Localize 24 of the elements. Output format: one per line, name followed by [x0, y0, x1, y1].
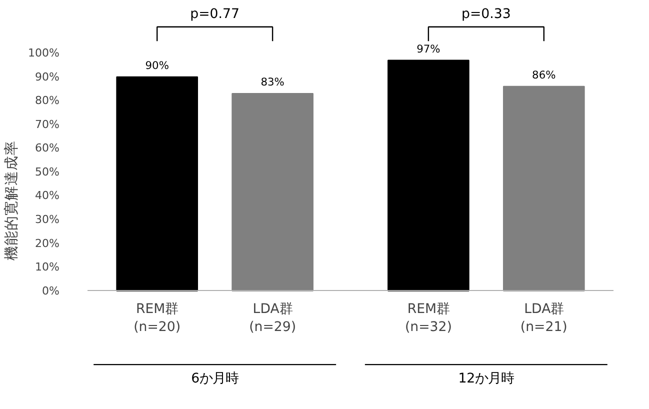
- text: p=0.33: [462, 7, 511, 22]
- y-tick-label: 0%: [42, 284, 60, 298]
- y-tick-label: 90%: [35, 70, 60, 84]
- data-label: 86%: [532, 68, 556, 82]
- y-tick-label: 70%: [35, 118, 60, 131]
- text: 12か月時: [458, 372, 514, 387]
- y-tick-label: 80%: [35, 94, 60, 108]
- x-tick-label: LDA群 (n=21): [520, 302, 568, 335]
- x-tick-label: REM群 (n=20): [134, 302, 181, 335]
- data-label: 97%: [416, 42, 440, 56]
- x-tick-label: LDA群 (n=29): [249, 302, 296, 335]
- y-axis-title: 機能的寛解達成率: [3, 140, 20, 260]
- y-tick-label: 40%: [35, 189, 60, 202]
- y-tick-label: 10%: [35, 260, 60, 274]
- y-tick-label: 60%: [35, 142, 60, 155]
- text: 6か月時: [191, 372, 239, 387]
- y-tick-label: 100%: [28, 46, 60, 60]
- y-tick-label: 20%: [35, 236, 60, 250]
- text: p=0.77: [190, 7, 240, 22]
- y-tick-label: 50%: [35, 165, 60, 178]
- x-tick-label: REM群 (n=32): [404, 302, 452, 335]
- y-tick-label: 30%: [35, 213, 60, 226]
- data-label: 90%: [145, 59, 169, 72]
- data-label: 83%: [260, 76, 284, 89]
